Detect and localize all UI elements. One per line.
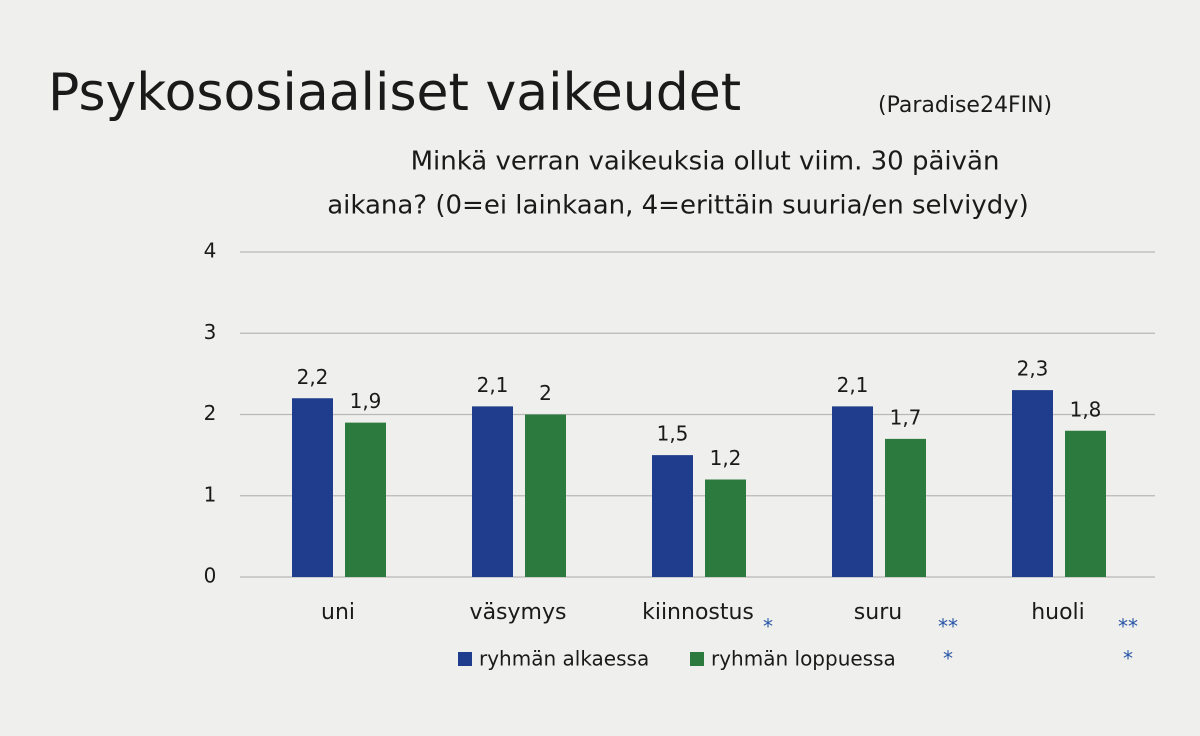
legend-swatch (458, 652, 472, 666)
significance-mark: ** (1118, 615, 1138, 639)
significance-mark: * (763, 615, 773, 639)
significance-mark: * (943, 647, 953, 671)
value-label: 2 (539, 381, 552, 405)
x-tick-label: huoli (1031, 600, 1085, 625)
value-label: 2,1 (837, 373, 869, 397)
value-label: 1,9 (350, 389, 382, 413)
x-tick-label: uni (321, 600, 355, 625)
chart-title: Psykososiaaliset vaikeudet (48, 63, 741, 123)
subtitle: aikana? (0=ei lainkaan, 4=erittäin suuri… (327, 191, 1029, 221)
y-tick-label: 1 (204, 482, 217, 506)
y-tick-label: 4 (204, 239, 217, 263)
value-label: 1,8 (1070, 397, 1102, 421)
value-label: 1,7 (890, 405, 922, 429)
value-label: 2,2 (297, 365, 329, 389)
bar (885, 438, 926, 577)
x-tick-label: väsymys (470, 600, 567, 625)
value-label: 2,1 (477, 373, 509, 397)
bar (292, 398, 333, 577)
value-label: 1,5 (657, 422, 689, 446)
legend-label: ryhmän alkaessa (479, 647, 649, 671)
legend-swatch (690, 652, 704, 666)
bar (1012, 390, 1053, 577)
source-label: (Paradise24FIN) (878, 93, 1052, 118)
y-tick-label: 0 (204, 564, 217, 588)
value-label: 2,3 (1017, 357, 1049, 381)
legend-label: ryhmän loppuessa (711, 647, 896, 671)
x-tick-label: kiinnostus (642, 600, 754, 625)
bar (832, 406, 873, 577)
bar (472, 406, 513, 577)
significance-mark: ** (938, 615, 958, 639)
subtitle: Minkä verran vaikeuksia ollut viim. 30 p… (411, 147, 1000, 177)
value-label: 1,2 (710, 446, 742, 470)
y-tick-label: 2 (204, 401, 217, 425)
bar (345, 422, 386, 577)
bar (705, 479, 746, 577)
significance-mark: * (1123, 647, 1133, 671)
bar (1065, 430, 1106, 577)
bar (652, 455, 693, 577)
bar (525, 414, 566, 577)
y-tick-label: 3 (204, 320, 217, 344)
x-tick-label: suru (854, 600, 902, 625)
